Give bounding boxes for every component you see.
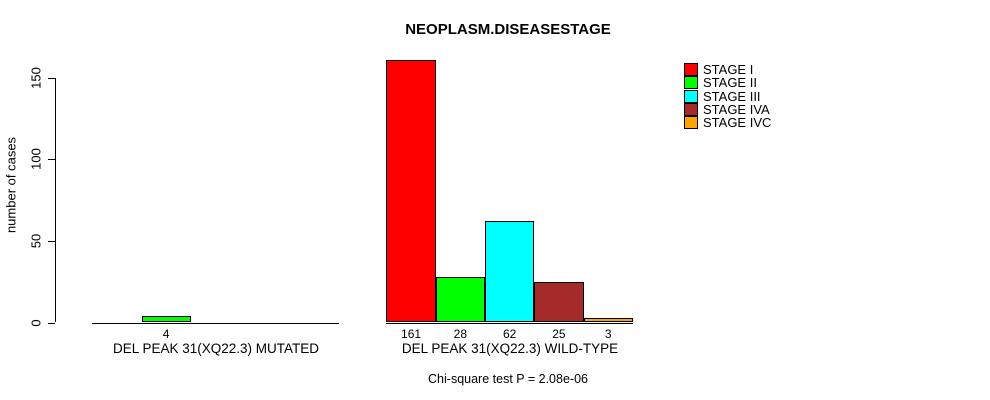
bar-value-label: 4 — [162, 327, 170, 341]
legend-label: STAGE II — [703, 75, 757, 91]
bar-stage-iva-wild-type — [534, 281, 584, 323]
bar-stage-ivc-wild-type — [583, 317, 633, 323]
y-tick — [48, 240, 55, 242]
legend-color-swatch — [684, 102, 698, 116]
y-tick — [48, 77, 55, 79]
y-tick-label: 0 — [28, 318, 44, 327]
y-axis — [55, 77, 56, 323]
x-baseline-mutated — [92, 322, 339, 324]
bar-value-label: 62 — [502, 327, 517, 341]
caption: Chi-square test P = 2.08e-06 — [428, 372, 588, 386]
bar-value-label: 25 — [552, 327, 566, 341]
y-tick-label: 150 — [28, 66, 44, 89]
bar-stage-ii-wild-type — [435, 276, 485, 323]
legend-label: STAGE IVC — [703, 115, 772, 131]
bar-stage-i-wild-type — [386, 59, 436, 323]
legend-color-swatch — [684, 116, 698, 130]
legend-color-swatch — [684, 63, 698, 76]
legend-label: STAGE I — [703, 62, 754, 77]
legend-color-swatch — [684, 89, 698, 103]
bar-value-label: 3 — [604, 327, 612, 341]
bar-stage-ii-mutated — [141, 315, 191, 323]
group-label-wild-type: DEL PEAK 31(XQ22.3) WILD-TYPE — [401, 341, 619, 356]
y-axis-label: number of cases — [3, 136, 19, 234]
chart-title: NEOPLASM.DISEASESTAGE — [405, 21, 611, 38]
x-baseline-wild-type — [386, 322, 633, 324]
y-tick — [48, 159, 55, 161]
group-label-mutated: DEL PEAK 31(XQ22.3) MUTATED — [112, 341, 320, 356]
y-tick-label: 100 — [28, 148, 44, 171]
bar-stage-iii-wild-type — [485, 221, 535, 323]
bar-value-label: 161 — [401, 327, 422, 341]
y-tick-label: 50 — [28, 233, 44, 249]
y-tick — [48, 322, 55, 324]
legend-label: STAGE III — [703, 88, 761, 104]
bar-value-label: 28 — [453, 327, 468, 341]
legend-color-swatch — [684, 76, 698, 90]
legend-label: STAGE IVA — [703, 101, 770, 117]
